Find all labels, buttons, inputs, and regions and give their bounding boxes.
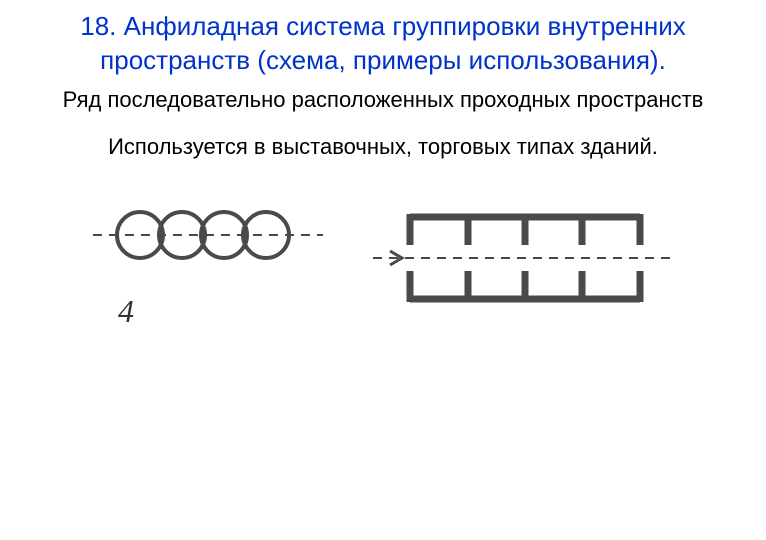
rooms-diagram: [368, 203, 678, 318]
diagram-label: 4: [118, 293, 328, 330]
circles-diagram: 4: [88, 190, 328, 330]
page-title: 18. Анфиладная система группировки внутр…: [20, 10, 746, 78]
circles-svg: [88, 190, 328, 280]
circle-4: [243, 212, 289, 258]
subtitle-text: Ряд последовательно расположенных проход…: [20, 86, 746, 115]
diagram-container: 4: [20, 190, 746, 330]
rooms-svg: [368, 203, 678, 313]
circle-1: [117, 212, 163, 258]
description-text: Используется в выставочных, торговых тип…: [20, 134, 746, 160]
